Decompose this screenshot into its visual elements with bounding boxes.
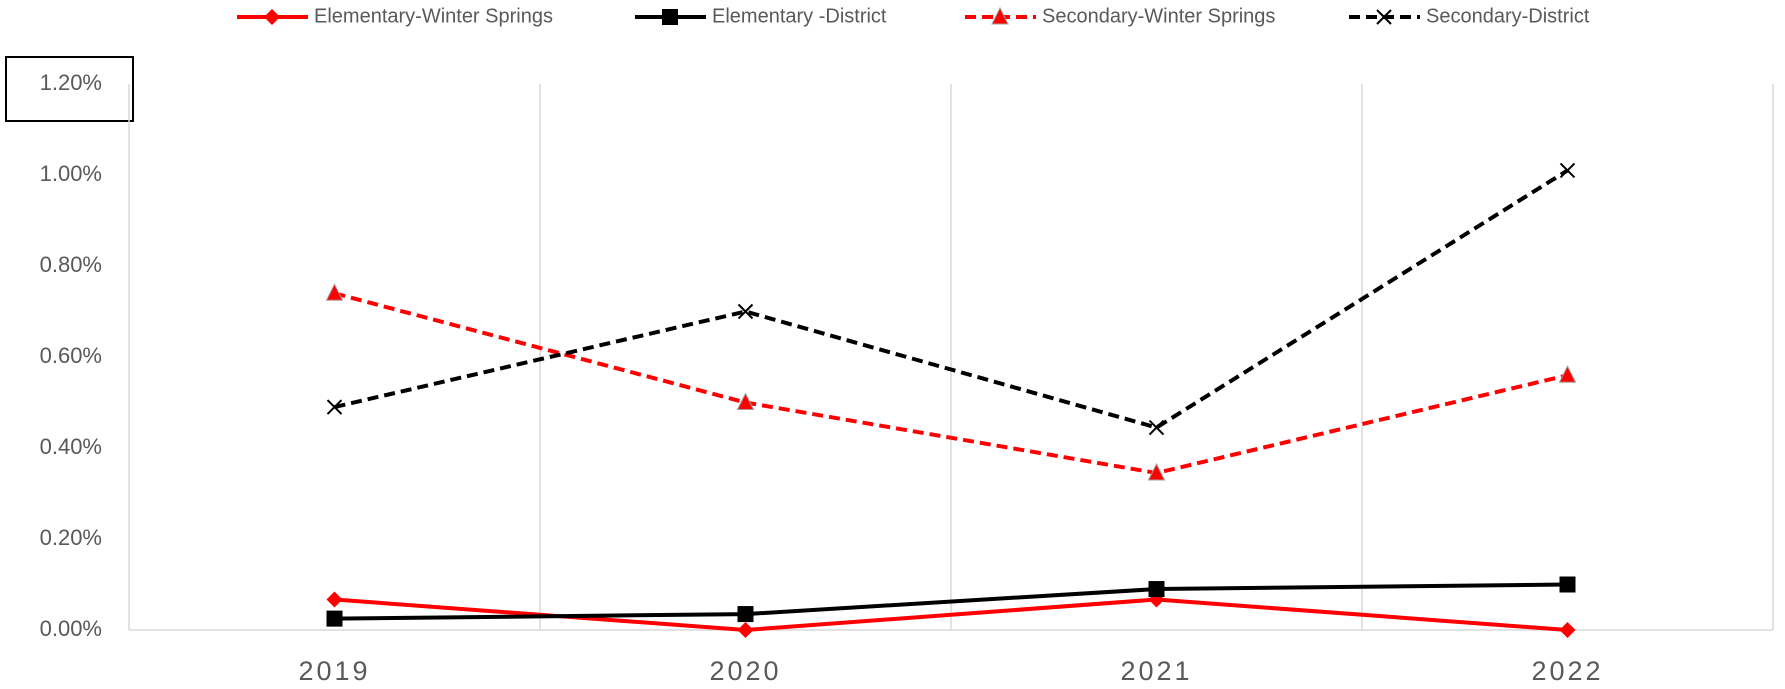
label-box [5, 56, 134, 122]
series-line [334, 168, 1569, 430]
legend-marker [662, 9, 678, 25]
point-marker [1148, 581, 1165, 598]
point-marker [1559, 622, 1576, 638]
point-marker [737, 606, 754, 623]
y-tick-label: 0.40% [40, 434, 102, 459]
point-marker [737, 303, 754, 320]
legend-marker [991, 6, 1009, 25]
point-marker [1559, 576, 1576, 593]
point-marker [737, 622, 754, 638]
y-tick-label: 0.80% [40, 252, 102, 277]
x-tick-label: 2020 [709, 656, 781, 686]
point-marker [1559, 162, 1576, 179]
y-tick-label: 1.20% [40, 70, 102, 95]
legend-label: Elementary-Winter Springs [314, 5, 553, 27]
legend-label: Secondary-Winter Springs [1042, 5, 1275, 27]
legend-label: Elementary -District [712, 5, 887, 27]
y-tick-label: 0.60% [40, 343, 102, 368]
legend-label: Secondary-District [1426, 5, 1590, 27]
point-marker [326, 610, 343, 627]
series-line [334, 582, 1568, 621]
legend-marker [1376, 9, 1392, 25]
legend-marker [264, 9, 280, 25]
x-tick-label: 2022 [1531, 656, 1603, 686]
point-marker [326, 591, 343, 608]
series-line [333, 291, 1568, 476]
point-marker [325, 283, 344, 301]
point-marker [1558, 365, 1577, 383]
point-marker [1147, 462, 1166, 481]
y-tick-label: 0.20% [40, 525, 102, 550]
x-tick-label: 2019 [298, 656, 370, 686]
point-marker [1148, 419, 1165, 436]
x-tick-label: 2021 [1120, 656, 1192, 686]
y-tick-label: 0.00% [40, 616, 102, 641]
point-marker [326, 399, 343, 415]
point-marker [736, 392, 755, 410]
y-tick-label: 1.00% [40, 161, 102, 186]
